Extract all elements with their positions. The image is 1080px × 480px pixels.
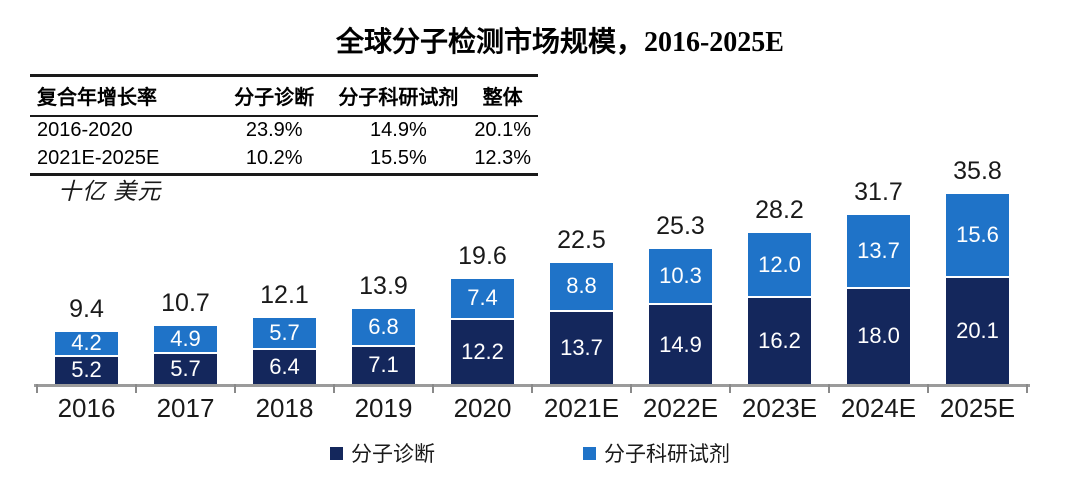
bar-group-2022E: 14.9 10.3 25.3 — [631, 0, 730, 384]
bar-total-label: 35.8 — [953, 156, 1002, 185]
bar-segment-molecular-diagnostics: 5.2 — [55, 356, 118, 384]
bar-segment-molecular-diagnostics: 12.2 — [451, 319, 514, 384]
cagr-period-2016-2020: 2016-2020 — [37, 119, 133, 141]
x-axis-tick — [432, 384, 434, 393]
cagr-value: 14.9% — [370, 119, 427, 141]
bar-group-2024E: 18.0 13.7 31.7 — [829, 0, 928, 384]
x-axis-label-2021E: 2021E — [543, 393, 620, 423]
bar-segment-molecular-diagnostics: 13.7 — [550, 311, 613, 384]
x-axis-label-2022E: 2022E — [642, 393, 719, 423]
bar-total-label: 12.1 — [260, 281, 309, 310]
cagr-value: 23.9% — [245, 119, 303, 141]
legend-swatch-light-blue-icon — [583, 446, 596, 460]
bar-total-label: 28.2 — [755, 196, 804, 225]
bar-group-2020: 12.2 7.4 19.6 — [433, 0, 532, 384]
x-axis-label-2025E: 2025E — [939, 393, 1016, 423]
bar-group-2018: 6.4 5.7 12.1 — [235, 0, 334, 384]
bar-segment-research-reagents: 10.3 — [649, 248, 712, 304]
x-axis-label-2020: 2020 — [453, 393, 512, 423]
cagr-header-research-reagents: 分子科研试剂 — [338, 87, 459, 109]
bar-total-label: 22.5 — [557, 226, 606, 255]
cagr-value: 20.1% — [474, 119, 532, 141]
x-axis-tick — [531, 384, 533, 393]
bar-segment-research-reagents: 5.7 — [253, 318, 316, 349]
bar-segment-research-reagents: 6.8 — [352, 308, 415, 345]
bar-total-label: 13.9 — [359, 271, 408, 300]
x-axis-tick — [927, 384, 929, 393]
bar-segment-research-reagents: 4.2 — [55, 330, 118, 355]
legend-item-molecular-diagnostics: 分子诊断 — [330, 438, 435, 468]
bar-segment-research-reagents: 7.4 — [451, 278, 514, 318]
bar-group-2025E: 20.1 15.6 35.8 — [928, 0, 1027, 384]
x-axis-label-2024E: 2024E — [840, 393, 917, 423]
bar-segment-molecular-diagnostics: 20.1 — [946, 277, 1009, 384]
legend-label: 分子诊断 — [351, 443, 435, 466]
bar-segment-molecular-diagnostics: 6.4 — [253, 350, 316, 384]
bar-segment-research-reagents: 13.7 — [847, 214, 910, 287]
x-axis-label-2017: 2017 — [156, 393, 215, 423]
y-axis-unit-label: 十亿 美元 — [58, 178, 162, 204]
bar-segment-research-reagents: 4.9 — [154, 326, 217, 352]
bar-total-label: 9.4 — [69, 295, 104, 324]
table-row: 2021E-2025E 10.2% 15.5% 12.3% — [30, 145, 538, 175]
plot-area: 5.2 4.2 9.4 5.7 4.9 10.7 6.4 5.7 12.1 7.1 6.8 13.9 1… — [37, 0, 1027, 384]
bar-segment-research-reagents: 8.8 — [550, 263, 613, 310]
x-axis-tick — [333, 384, 335, 393]
cagr-period-2021e-2025e: 2021E-2025E — [37, 147, 160, 169]
cagr-header-label: 复合年增长率 — [37, 87, 157, 109]
legend-swatch-dark-blue-icon — [330, 446, 343, 460]
x-axis-tick — [135, 384, 137, 393]
bar-group-2017: 5.7 4.9 10.7 — [136, 0, 235, 384]
cagr-header-overall: 整体 — [482, 87, 523, 109]
bar-group-2021E: 13.7 8.8 22.5 — [532, 0, 631, 384]
bar-total-label: 31.7 — [854, 177, 903, 206]
bar-total-label: 25.3 — [656, 211, 705, 240]
bar-segment-molecular-diagnostics: 18.0 — [847, 288, 910, 384]
chart-legend: 分子诊断 分子科研试剂 — [0, 438, 1060, 468]
cagr-header-molecular-diagnostics: 分子诊断 — [234, 87, 315, 109]
x-axis-label-2018: 2018 — [255, 393, 314, 423]
cagr-value: 10.2% — [245, 147, 303, 169]
x-axis-label-2023E: 2023E — [741, 393, 818, 423]
bar-total-label: 19.6 — [458, 241, 507, 270]
bar-segment-molecular-diagnostics: 14.9 — [649, 305, 712, 384]
x-axis-label-2016: 2016 — [57, 393, 116, 423]
bar-group-2016: 5.2 4.2 9.4 — [37, 0, 136, 384]
bar-segment-molecular-diagnostics: 16.2 — [748, 298, 811, 384]
x-axis-tick — [729, 384, 731, 393]
legend-item-research-reagents: 分子科研试剂 — [583, 438, 730, 468]
bar-segment-research-reagents: 15.6 — [946, 193, 1009, 276]
bar-group-2019: 7.1 6.8 13.9 — [334, 0, 433, 384]
cagr-table-header-row: 复合年增长率 分子诊断 分子科研试剂 整体 — [30, 75, 538, 116]
cagr-value: 15.5% — [370, 147, 427, 169]
bar-total-label: 10.7 — [161, 289, 210, 318]
table-row: 2016-2020 23.9% 14.9% 20.1% — [30, 116, 538, 145]
x-axis-tick — [36, 384, 38, 393]
chart-title: 全球分子检测市场规模，2016-2025E — [335, 27, 784, 58]
bar-group-2023E: 16.2 12.0 28.2 — [730, 0, 829, 384]
cagr-table: 复合年增长率 分子诊断 分子科研试剂 整体 2016-2020 23.9% 14… — [30, 74, 538, 176]
x-axis-tick — [234, 384, 236, 393]
x-axis-label-2019: 2019 — [354, 393, 413, 423]
x-axis-tick — [828, 384, 830, 393]
cagr-value: 12.3% — [474, 147, 532, 169]
legend-label: 分子科研试剂 — [604, 443, 730, 466]
bar-segment-molecular-diagnostics: 7.1 — [352, 346, 415, 384]
x-axis-tick — [630, 384, 632, 393]
bar-segment-research-reagents: 12.0 — [748, 233, 811, 297]
bar-segment-molecular-diagnostics: 5.7 — [154, 353, 217, 384]
x-axis-tick — [1026, 384, 1028, 393]
